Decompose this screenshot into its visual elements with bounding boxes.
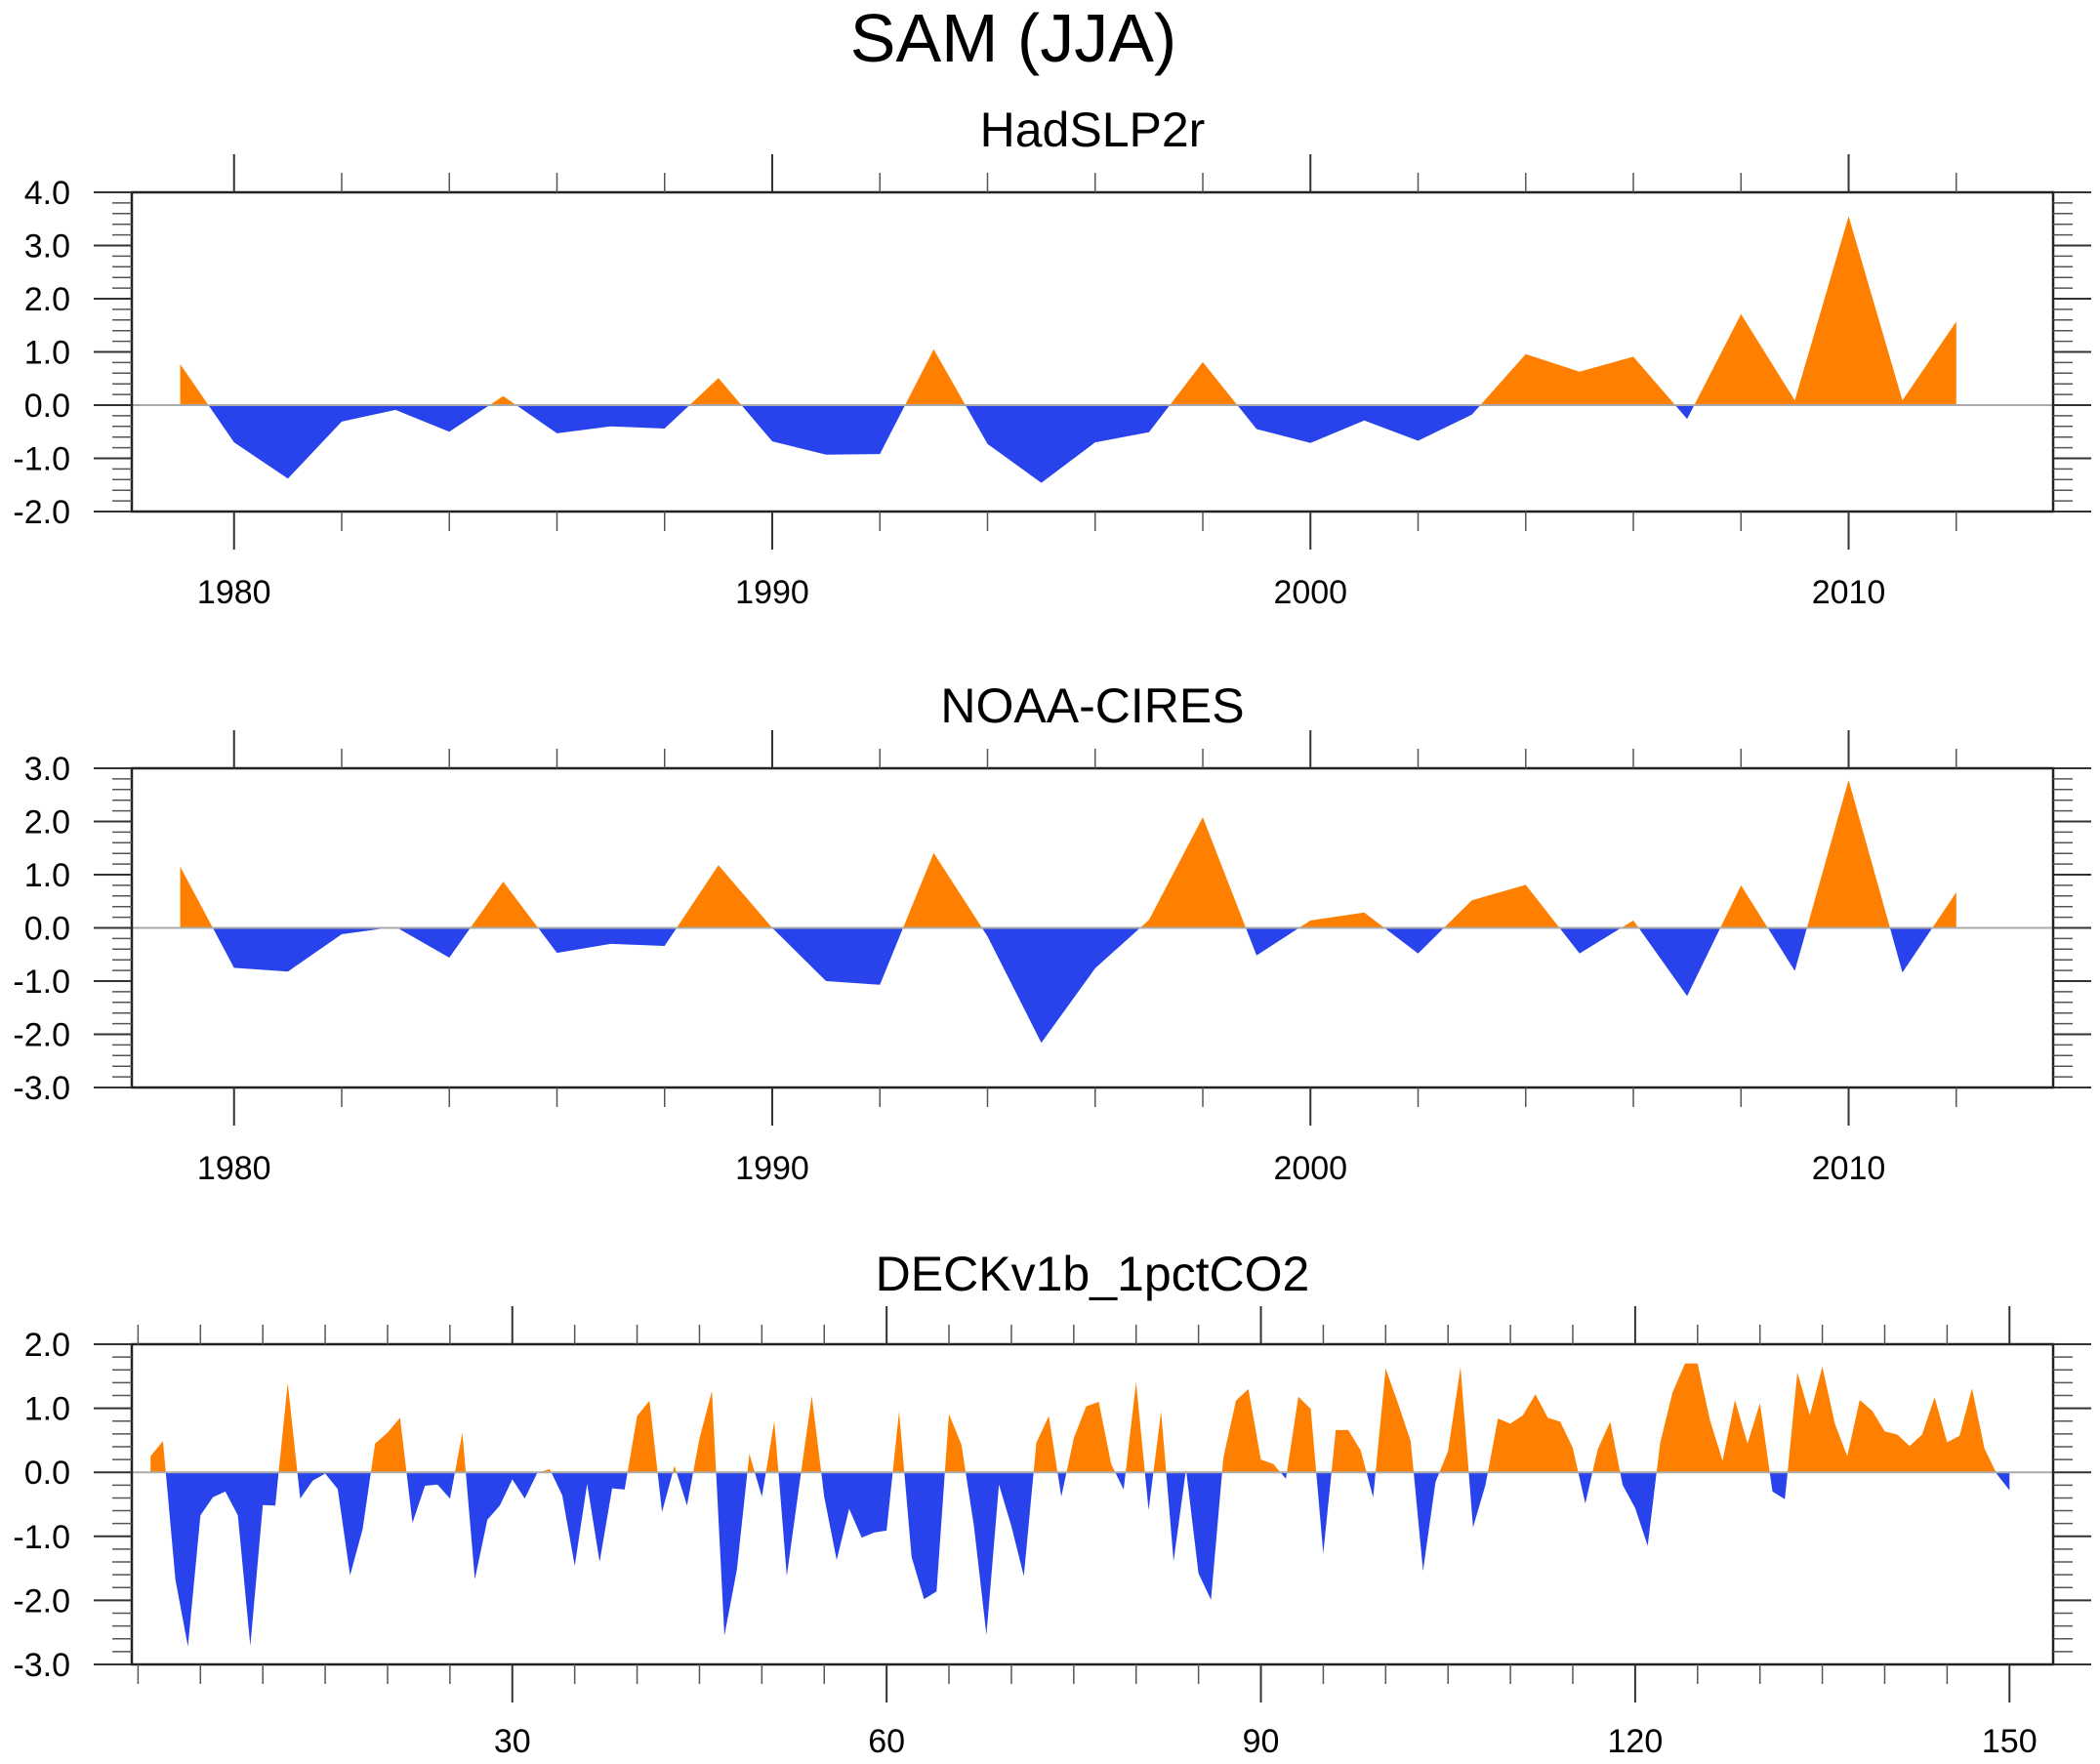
- plot-frame: [130, 190, 2055, 513]
- y-tick-label: 2.0: [24, 1327, 70, 1364]
- y-tick-label: -3.0: [13, 1070, 70, 1107]
- y-tick-label: 0.0: [24, 388, 70, 425]
- x-tick-label: 60: [868, 1723, 905, 1760]
- x-tick-label: 90: [1243, 1723, 1280, 1760]
- y-tick-label: -1.0: [13, 964, 70, 1001]
- panel-noaa-cires: NOAA-CIRES 3.0 2.0 1.0 0.0 -1.0 -2.0 -3.0 1980 19…: [13, 678, 2091, 1187]
- positive-area: [150, 1363, 2010, 1473]
- y-tick-label: 2.0: [24, 281, 70, 318]
- x-tick-label: 1990: [735, 1150, 809, 1187]
- x-tick-label: 2010: [1812, 1150, 1886, 1187]
- y-tick-label: 1.0: [24, 1391, 70, 1428]
- y-tick-label: 0.0: [24, 1455, 70, 1492]
- y-tick-label: 3.0: [24, 751, 70, 788]
- x-tick-label: 120: [1608, 1723, 1664, 1760]
- negative-area: [150, 1472, 2010, 1647]
- y-tick-label: 3.0: [24, 228, 70, 266]
- y-tick-label: -1.0: [13, 441, 70, 478]
- y-tick-label: 1.0: [24, 335, 70, 372]
- negative-area: [180, 405, 1956, 483]
- x-tick-label: 2000: [1273, 574, 1347, 611]
- plot-frame: [130, 1342, 2055, 1666]
- x-tick-label: 2010: [1812, 574, 1886, 611]
- panel-hadslp2r: HadSLP2r 4.0 3.0 2.0 1.0 0.0 -1.0 -2.0 1980 1990 2…: [13, 103, 2091, 611]
- y-tick-label: -2.0: [13, 1582, 70, 1620]
- x-tick-label: 2000: [1273, 1150, 1347, 1187]
- x-tick-label: 150: [1982, 1723, 2038, 1760]
- y-tick-label: 1.0: [24, 857, 70, 894]
- positive-area: [180, 780, 1956, 928]
- panel-title: DECKv1b_1pctCO2: [876, 1247, 1310, 1301]
- panel-title: NOAA-CIRES: [940, 678, 1244, 733]
- x-tick-label: 1990: [735, 574, 809, 611]
- figure-title: SAM (JJA): [850, 0, 1176, 76]
- negative-area: [180, 927, 1956, 1044]
- y-tick-label: -2.0: [13, 494, 70, 531]
- y-tick-label: 4.0: [24, 175, 70, 212]
- x-tick-label: 30: [494, 1723, 531, 1760]
- y-tick-label: -2.0: [13, 1017, 70, 1054]
- x-tick-label: 1980: [197, 1150, 271, 1187]
- y-tick-label: -1.0: [13, 1519, 70, 1556]
- y-tick-label: 0.0: [24, 911, 70, 948]
- panel-deckv1b-1pctco2: DECKv1b_1pctCO2 2.0 1.0 0.0 -1.0 -2.0 -3.0 30 60…: [13, 1247, 2091, 1760]
- y-tick-label: 2.0: [24, 804, 70, 841]
- x-tick-label: 1980: [197, 574, 271, 611]
- panel-title: HadSLP2r: [980, 103, 1206, 157]
- y-tick-label: -3.0: [13, 1647, 70, 1684]
- positive-area: [180, 216, 1956, 405]
